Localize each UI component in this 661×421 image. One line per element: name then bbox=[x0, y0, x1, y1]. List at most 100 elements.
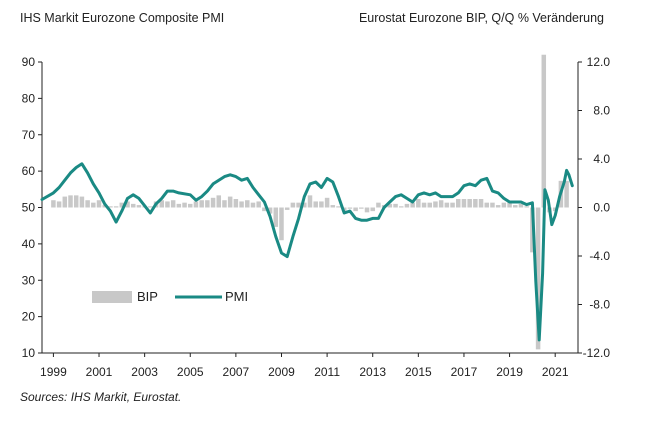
bip-bar bbox=[182, 202, 187, 208]
x-axis-ticks: 1999 2001 2003 2005 2007 2009 2011 2013 2015 2017… bbox=[40, 353, 569, 379]
bip-bar bbox=[564, 180, 569, 208]
bip-bar bbox=[444, 202, 450, 208]
bip-bar bbox=[359, 207, 364, 209]
left-title: IHS Markit Eurozone Composite PMI bbox=[20, 11, 224, 25]
bip-bar bbox=[170, 200, 176, 208]
bip-bar bbox=[227, 196, 233, 208]
bip-bar bbox=[416, 199, 421, 208]
bip-bar bbox=[199, 200, 204, 208]
bip-bar bbox=[484, 202, 490, 208]
x-tick-label: 2015 bbox=[405, 365, 432, 379]
bip-bar bbox=[79, 196, 85, 208]
x-tick-label: 2007 bbox=[223, 365, 250, 379]
bip-bar bbox=[513, 205, 518, 208]
left-tick-label: 20 bbox=[22, 310, 36, 324]
bip-bar bbox=[410, 202, 415, 208]
bip-bar bbox=[387, 203, 393, 208]
left-tick-label: 30 bbox=[22, 273, 36, 287]
bip-bar bbox=[364, 207, 370, 213]
bip-bar bbox=[267, 207, 273, 214]
bip-bar bbox=[376, 202, 381, 208]
left-tick-label: 10 bbox=[22, 346, 36, 360]
bip-bar bbox=[290, 202, 296, 208]
bip-bar bbox=[108, 206, 113, 208]
right-tick-label: -4.0 bbox=[589, 249, 610, 263]
x-tick-label: 2011 bbox=[314, 365, 340, 379]
bip-bar bbox=[148, 206, 153, 208]
left-tick-label: 50 bbox=[22, 201, 36, 215]
right-tick-label: -8.0 bbox=[589, 298, 610, 312]
bip-bar bbox=[473, 199, 478, 208]
right-tick-label: -12.0 bbox=[583, 346, 611, 360]
bip-bar bbox=[284, 207, 290, 210]
bip-bar bbox=[507, 201, 512, 208]
bip-bar bbox=[279, 207, 284, 241]
legend-label-bip: BIP bbox=[137, 289, 158, 304]
bip-bar bbox=[478, 199, 484, 208]
bip-bar bbox=[85, 200, 90, 208]
x-tick-label: 2019 bbox=[496, 365, 523, 379]
right-tick-label: 0.0 bbox=[593, 201, 610, 215]
bip-bar bbox=[210, 197, 216, 208]
bip-bar bbox=[119, 202, 125, 208]
bip-bar bbox=[336, 206, 341, 208]
bip-bar bbox=[136, 205, 142, 208]
bip-bar bbox=[296, 202, 301, 208]
bip-bar bbox=[159, 200, 164, 208]
bip-bar bbox=[56, 201, 62, 208]
bip-bar bbox=[91, 202, 96, 208]
x-tick-label: 2017 bbox=[451, 365, 478, 379]
bip-bar bbox=[541, 54, 547, 208]
bip-bar bbox=[205, 200, 210, 208]
bip-bar bbox=[233, 199, 239, 208]
bip-bar bbox=[490, 202, 495, 208]
bip-bar bbox=[438, 200, 444, 208]
bip-bar bbox=[130, 203, 136, 208]
bip-bar bbox=[501, 202, 507, 208]
bip-bar bbox=[450, 202, 455, 208]
bip-bar bbox=[524, 206, 529, 208]
left-tick-label: 90 bbox=[22, 55, 36, 69]
left-tick-label: 40 bbox=[22, 237, 36, 251]
bip-bar bbox=[370, 207, 375, 212]
x-tick-label: 2005 bbox=[177, 365, 204, 379]
x-tick-label: 2021 bbox=[542, 365, 569, 379]
bip-bar bbox=[313, 201, 318, 208]
right-tick-label: 4.0 bbox=[593, 152, 610, 166]
bip-bar bbox=[467, 199, 472, 208]
right-tick-label: 12.0 bbox=[587, 55, 611, 69]
legend-swatch-bip bbox=[92, 291, 132, 303]
x-tick-label: 2013 bbox=[359, 365, 386, 379]
left-tick-label: 60 bbox=[22, 164, 36, 178]
bip-bar bbox=[96, 200, 102, 208]
x-tick-label: 2003 bbox=[131, 365, 158, 379]
left-tick-label: 80 bbox=[22, 91, 36, 105]
bip-bar bbox=[307, 195, 313, 208]
bip-bar bbox=[188, 203, 193, 208]
bip-bar bbox=[273, 207, 279, 227]
bip-bar bbox=[245, 200, 250, 208]
bip-bar bbox=[398, 206, 404, 208]
bip-bar bbox=[176, 203, 182, 208]
bip-bar bbox=[125, 201, 130, 208]
bip-bar bbox=[404, 203, 410, 208]
right-axis-ticks: 12.0 8.0 4.0 0.0 -4.0 -8.0 -12.0 bbox=[578, 55, 610, 360]
bip-bar bbox=[535, 207, 541, 350]
bip-bar bbox=[302, 202, 307, 208]
right-title: Eurostat Eurozone BIP, Q/Q % Veränderung bbox=[359, 11, 604, 25]
bip-bars bbox=[51, 54, 569, 350]
bip-bar bbox=[165, 201, 170, 208]
legend-label-pmi: PMI bbox=[225, 289, 248, 304]
bip-bar bbox=[73, 195, 79, 208]
bip-bar bbox=[113, 206, 119, 208]
x-tick-label: 2001 bbox=[86, 365, 113, 379]
bip-bar bbox=[461, 199, 467, 208]
bip-bar bbox=[222, 200, 227, 208]
bip-bar bbox=[421, 202, 427, 208]
bip-bar bbox=[262, 207, 267, 212]
bip-bar bbox=[324, 197, 330, 208]
bip-bar bbox=[256, 201, 261, 208]
left-axis-ticks: 90 80 70 60 50 40 30 20 10 bbox=[22, 55, 42, 360]
bip-bar bbox=[433, 201, 438, 208]
